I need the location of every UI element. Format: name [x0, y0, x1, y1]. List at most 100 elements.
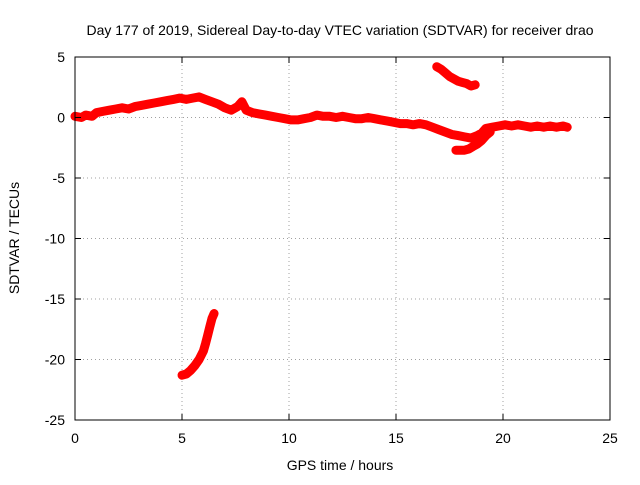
x-tick-label: 15: [388, 430, 404, 446]
series-branch-bottom: [177, 309, 219, 380]
x-tick-label: 25: [602, 430, 618, 446]
data-point: [486, 128, 495, 137]
data-point: [460, 146, 469, 155]
series-main-track: [70, 92, 572, 143]
data-point: [98, 107, 107, 116]
data-point: [195, 355, 204, 364]
data-point: [445, 72, 454, 81]
data-point: [199, 347, 208, 356]
x-tick-label: 5: [178, 430, 186, 446]
data-point: [203, 331, 212, 340]
data-point: [454, 131, 463, 140]
x-tick-label: 20: [495, 430, 511, 446]
data-point: [338, 112, 347, 121]
data-point: [186, 366, 195, 375]
data-point: [458, 78, 467, 87]
data-point: [163, 96, 172, 105]
data-point: [415, 119, 424, 128]
data-point: [118, 103, 127, 112]
data-point: [494, 121, 503, 130]
data-point: [533, 121, 542, 130]
y-tick-label: -20: [45, 352, 65, 368]
data-point: [428, 123, 437, 132]
y-axis-label: SDTVAR / TECUs: [6, 182, 22, 294]
data-point: [546, 121, 555, 130]
data-point: [190, 361, 199, 370]
data-point: [237, 97, 246, 106]
data-point: [312, 111, 321, 120]
data-point: [111, 105, 120, 114]
data-point: [389, 118, 398, 127]
data-point: [383, 117, 392, 126]
data-point: [156, 97, 165, 106]
data-point: [409, 120, 418, 129]
data-point: [434, 125, 443, 134]
data-point: [466, 134, 475, 143]
data-point: [188, 94, 197, 103]
data-point: [274, 113, 283, 122]
data-point: [402, 119, 411, 128]
data-point: [464, 144, 473, 153]
data-point: [280, 114, 289, 123]
data-point: [460, 132, 469, 141]
data-point: [227, 106, 236, 115]
data-point: [501, 120, 510, 129]
data-point: [205, 322, 214, 331]
series-band: [432, 62, 480, 91]
data-point: [462, 79, 471, 88]
data-point: [370, 114, 379, 123]
data-point: [88, 112, 97, 121]
data-point: [220, 103, 229, 112]
y-tick-label: -25: [45, 412, 65, 428]
data-point: [137, 101, 146, 110]
data-point: [377, 115, 386, 124]
data-point: [124, 105, 133, 114]
data-point: [471, 80, 480, 89]
data-point: [130, 102, 139, 111]
data-point: [92, 108, 101, 117]
data-point: [477, 136, 486, 145]
data-point: [175, 94, 184, 103]
data-point: [293, 115, 302, 124]
data-point: [178, 371, 186, 380]
data-point: [169, 95, 178, 104]
data-point: [563, 123, 572, 132]
data-point: [466, 82, 475, 91]
data-point: [364, 113, 373, 122]
data-point: [182, 95, 191, 104]
data-point: [306, 113, 315, 122]
data-point: [526, 123, 535, 132]
data-point: [447, 130, 456, 139]
data-point: [344, 113, 353, 122]
y-tick-label: -15: [45, 291, 65, 307]
data-point: [150, 98, 159, 107]
data-point: [513, 120, 522, 129]
data-point: [214, 100, 223, 109]
data-point: [325, 112, 334, 121]
data-point: [441, 68, 450, 77]
data-point: [195, 92, 204, 101]
data-point: [552, 123, 561, 132]
data-point: [432, 62, 441, 71]
data-point: [469, 142, 478, 151]
data-point: [481, 131, 490, 140]
data-point: [261, 111, 270, 120]
data-point: [357, 114, 366, 123]
data-point: [539, 123, 548, 132]
data-point: [436, 65, 445, 74]
chart-title: Day 177 of 2019, Sidereal Day-to-day VTE…: [86, 22, 593, 38]
x-axis-label: GPS time / hours: [287, 457, 394, 473]
data-point: [507, 121, 516, 130]
data-point: [558, 121, 567, 130]
data-point: [255, 109, 264, 118]
y-tick-label: 5: [57, 49, 65, 65]
data-point: [242, 106, 251, 115]
data-point: [421, 120, 430, 129]
data-point: [332, 113, 341, 122]
data-point: [105, 106, 114, 115]
data-point: [182, 370, 191, 379]
data-point: [207, 97, 216, 106]
data-point: [520, 121, 529, 130]
data-point: [473, 140, 482, 149]
